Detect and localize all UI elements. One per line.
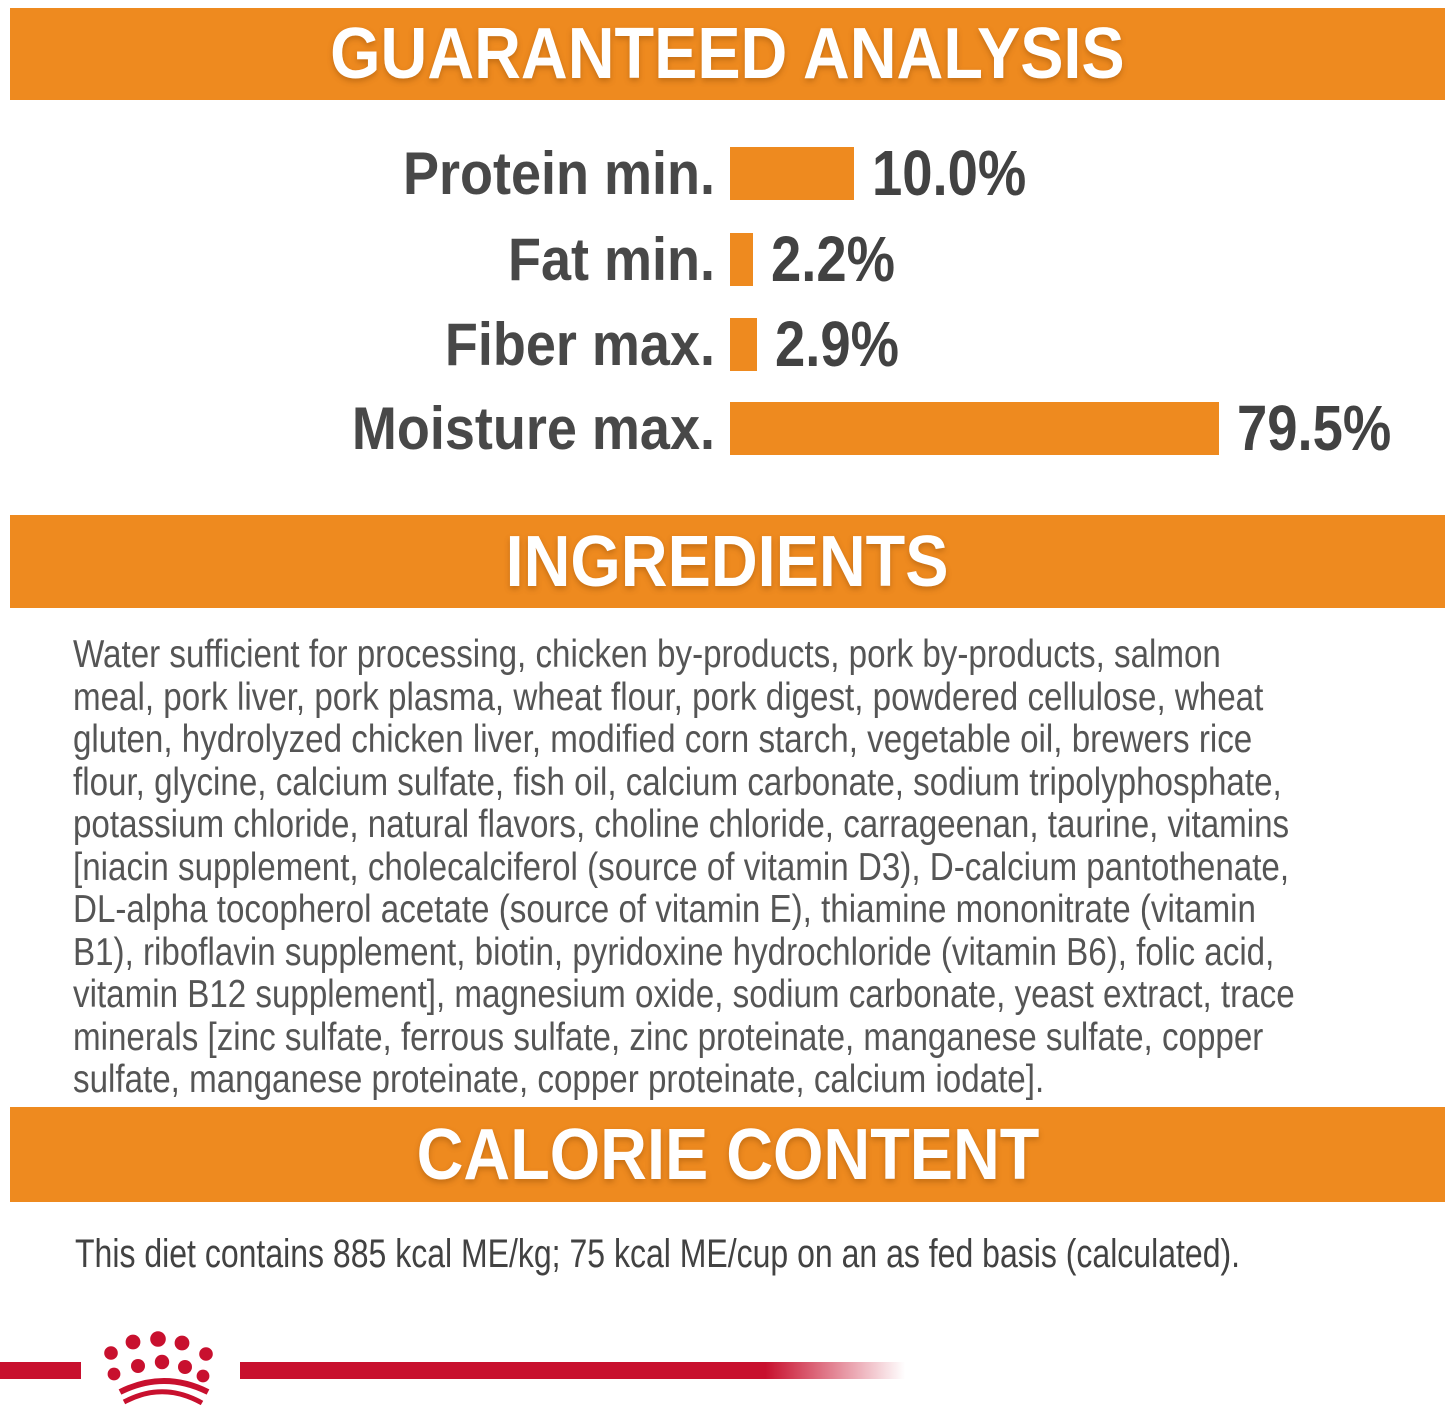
- brand-stripe-left: [0, 1362, 81, 1379]
- ga-row-value: 79.5%: [1237, 392, 1392, 464]
- ingredients-title: INGREDIENTS: [506, 521, 949, 602]
- ga-row-bar: [730, 233, 753, 286]
- ingredients-line: vitamin B12 supplement], magnesium oxide…: [73, 973, 1295, 1016]
- ingredients-line: DL-alpha tocopherol acetate (source of v…: [73, 888, 1256, 931]
- brand-stripe-right: [240, 1362, 905, 1379]
- ingredients-line: [niacin supplement, cholecalciferol (sou…: [73, 845, 1290, 889]
- ga-row-bar: [730, 147, 854, 200]
- guaranteed-analysis-title: GUARANTEED ANALYSIS: [330, 14, 1125, 94]
- calorie-content-banner: CALORIE CONTENT: [10, 1107, 1445, 1202]
- ga-row-bar: [730, 402, 1219, 455]
- ga-row-label: Protein min.: [402, 140, 715, 207]
- ga-row: Fat min. 2.2%: [0, 223, 917, 295]
- guaranteed-analysis-banner: GUARANTEED ANALYSIS: [10, 8, 1445, 100]
- royal-canin-crown-icon: [104, 1331, 213, 1406]
- ingredients-line: Water sufficient for processing, chicken…: [73, 633, 1221, 676]
- calorie-content-text: This diet contains 885 kcal ME/kg; 75 kc…: [75, 1232, 1241, 1276]
- ingredients-line: gluten, hydrolyzed chicken liver, modifi…: [73, 718, 1253, 761]
- ingredients-line: meal, pork liver, pork plasma, wheat flo…: [73, 675, 1264, 719]
- ga-row-label: Fiber max.: [444, 311, 715, 378]
- ga-row: Fiber max. 2.9%: [0, 308, 921, 380]
- ingredients-line: sulfate, manganese proteinate, copper pr…: [73, 1058, 1045, 1101]
- ga-row-label: Fat min.: [507, 226, 715, 293]
- ingredients-text: Water sufficient for processing, chicken…: [73, 633, 1433, 1102]
- ingredients-line: B1), riboflavin supplement, biotin, pyri…: [73, 930, 1275, 974]
- ingredients-line: flour, glycine, calcium sulfate, fish oi…: [73, 760, 1282, 804]
- ga-row-value: 10.0%: [872, 137, 1027, 209]
- ingredients-banner: INGREDIENTS: [10, 515, 1445, 608]
- calorie-content-title: CALORIE CONTENT: [416, 1114, 1039, 1195]
- ga-row-value: 2.2%: [771, 223, 895, 295]
- ga-row-label: Moisture max.: [351, 395, 715, 462]
- ga-row: Moisture max. 79.5%: [0, 392, 1418, 464]
- ga-row: Protein min. 10.0%: [0, 137, 1053, 209]
- ga-row-value: 2.9%: [775, 308, 899, 380]
- ingredients-line: minerals [zinc sulfate, ferrous sulfate,…: [73, 1015, 1264, 1059]
- ingredients-line: potassium chloride, natural flavors, cho…: [73, 803, 1290, 846]
- ga-row-bar: [730, 318, 757, 371]
